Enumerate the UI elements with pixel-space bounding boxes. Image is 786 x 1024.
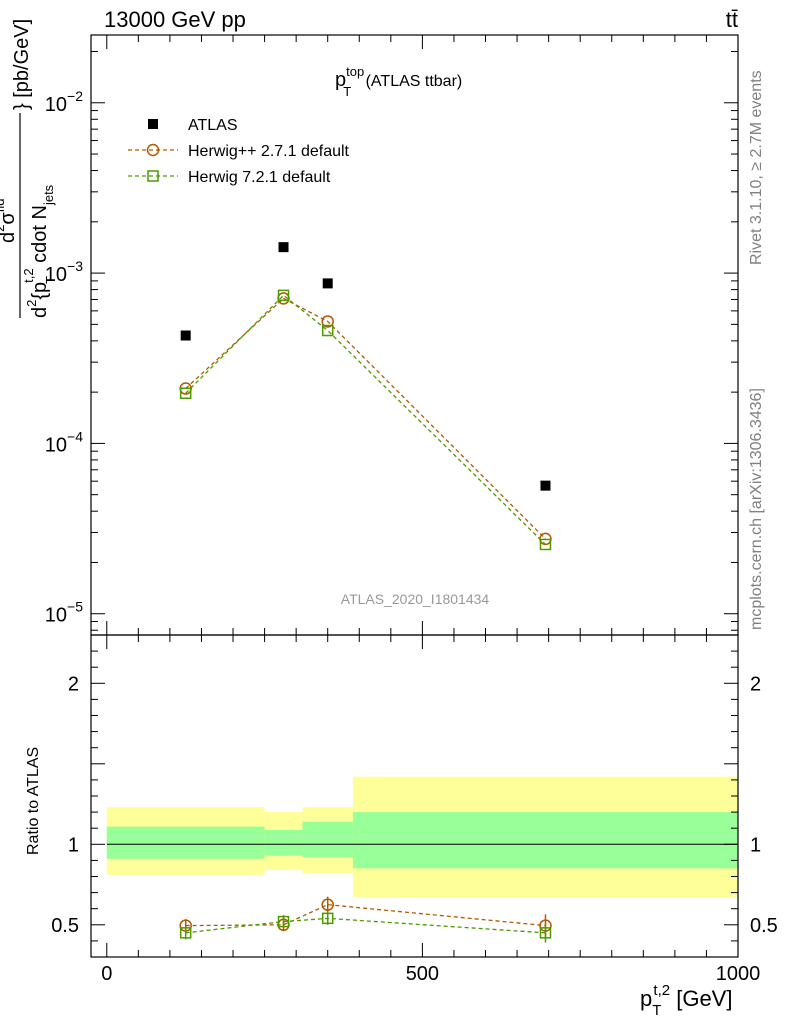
main-series-2-point-1 — [277, 289, 290, 302]
main-series-line-1 — [185, 297, 546, 540]
x-tick-label-0: 0 — [101, 963, 112, 985]
mcplots-label: mcplots.cern.ch [arXiv:1306.3436] — [748, 388, 765, 630]
ratio-band-green-3 — [352, 812, 738, 869]
header-process-label: tt̄ — [726, 7, 738, 32]
main-series-1-point-2 — [321, 315, 334, 328]
ratio-series-1-point-0 — [179, 927, 192, 939]
main-series-2-point-3 — [539, 538, 552, 551]
ratio-series-1-point-2 — [321, 912, 334, 925]
ratio-series-1-point-3 — [539, 927, 552, 939]
ratio-series-line-1 — [185, 917, 546, 934]
ratio-y-tick-label-right-0: 0.5 — [750, 915, 778, 937]
legend-label-2: Herwig 7.2.1 default — [188, 169, 331, 186]
main-series-line-2 — [185, 294, 546, 545]
main-y-axis-label: d2{pTt,2 cdot Njets d2σfid } [pb/GeV] — [0, 19, 58, 318]
legend-marker-1 — [146, 143, 160, 157]
legend-marker-2 — [147, 170, 159, 182]
ratio-series-layer — [179, 896, 552, 943]
ratio-y-tick-label-left-0: 0.5 — [51, 915, 79, 937]
legend-label-1: Herwig++ 2.7.1 default — [188, 143, 350, 160]
x-tick-label-1: 500 — [406, 963, 439, 985]
main-y-tick-label-0: 10−2 — [45, 88, 83, 116]
legend-label-0: ATLAS — [188, 117, 238, 134]
plot-title: ptop T (ATLAS ttbar) — [335, 64, 462, 99]
svg-text:d2σfid: d2σfid — [0, 199, 19, 243]
main-y-tick-label-2: 10−4 — [45, 428, 83, 456]
main-series-layer — [179, 242, 552, 551]
legend: ATLAS Herwig++ 2.7.1 default Herwig 7.2.1 … — [128, 117, 350, 186]
main-series-0-point-0 — [180, 330, 191, 341]
header-energy-label: 13000 GeV pp — [104, 7, 246, 32]
ratio-series-0-point-2 — [321, 898, 334, 911]
ratio-series-line-0 — [185, 904, 546, 927]
main-series-0-point-1 — [278, 242, 289, 253]
rivet-version-label: Rivet 3.1.10, ≥ 2.7M events — [748, 70, 765, 265]
main-y-tick-label-3: 10−5 — [45, 599, 83, 627]
ratio-band-green-0 — [106, 826, 265, 859]
main-series-2-point-0 — [179, 387, 192, 400]
svg-text:d2{pTt,2 cdot Njets: d2{pTt,2 cdot Njets — [21, 184, 58, 318]
legend-marker-0 — [148, 119, 158, 129]
ratio-y-tick-label-right-1: 1 — [750, 834, 761, 856]
ratio-uncertainty-bands — [106, 776, 738, 898]
main-series-0-point-3 — [540, 480, 551, 491]
main-series-2-point-2 — [321, 324, 334, 337]
ratio-y-tick-label-left-2: 2 — [68, 673, 79, 695]
axes-layer: 10−2 10−3 10−4 10−5 0.5 0.5 1 1 2 2 0 500 1000 — [45, 34, 778, 985]
ratio-y-axis-label: Ratio to ATLAS — [25, 747, 42, 855]
ratio-band-green-2 — [302, 821, 353, 858]
main-series-0-point-2 — [322, 278, 333, 289]
x-axis-label: pTt,2 [GeV] — [640, 982, 732, 1019]
ratio-y-tick-label-left-1: 1 — [68, 834, 79, 856]
ratio-series-1-point-1 — [277, 915, 290, 928]
ratio-y-tick-label-right-2: 2 — [750, 673, 761, 695]
x-tick-label-2: 1000 — [716, 963, 761, 985]
ratio-band-green-1 — [264, 829, 303, 856]
analysis-watermark: ATLAS_2020_I1801434 — [341, 591, 490, 607]
svg-text:} [pb/GeV]: } [pb/GeV] — [11, 19, 33, 110]
main-y-tick-label-1: 10−3 — [45, 258, 83, 286]
